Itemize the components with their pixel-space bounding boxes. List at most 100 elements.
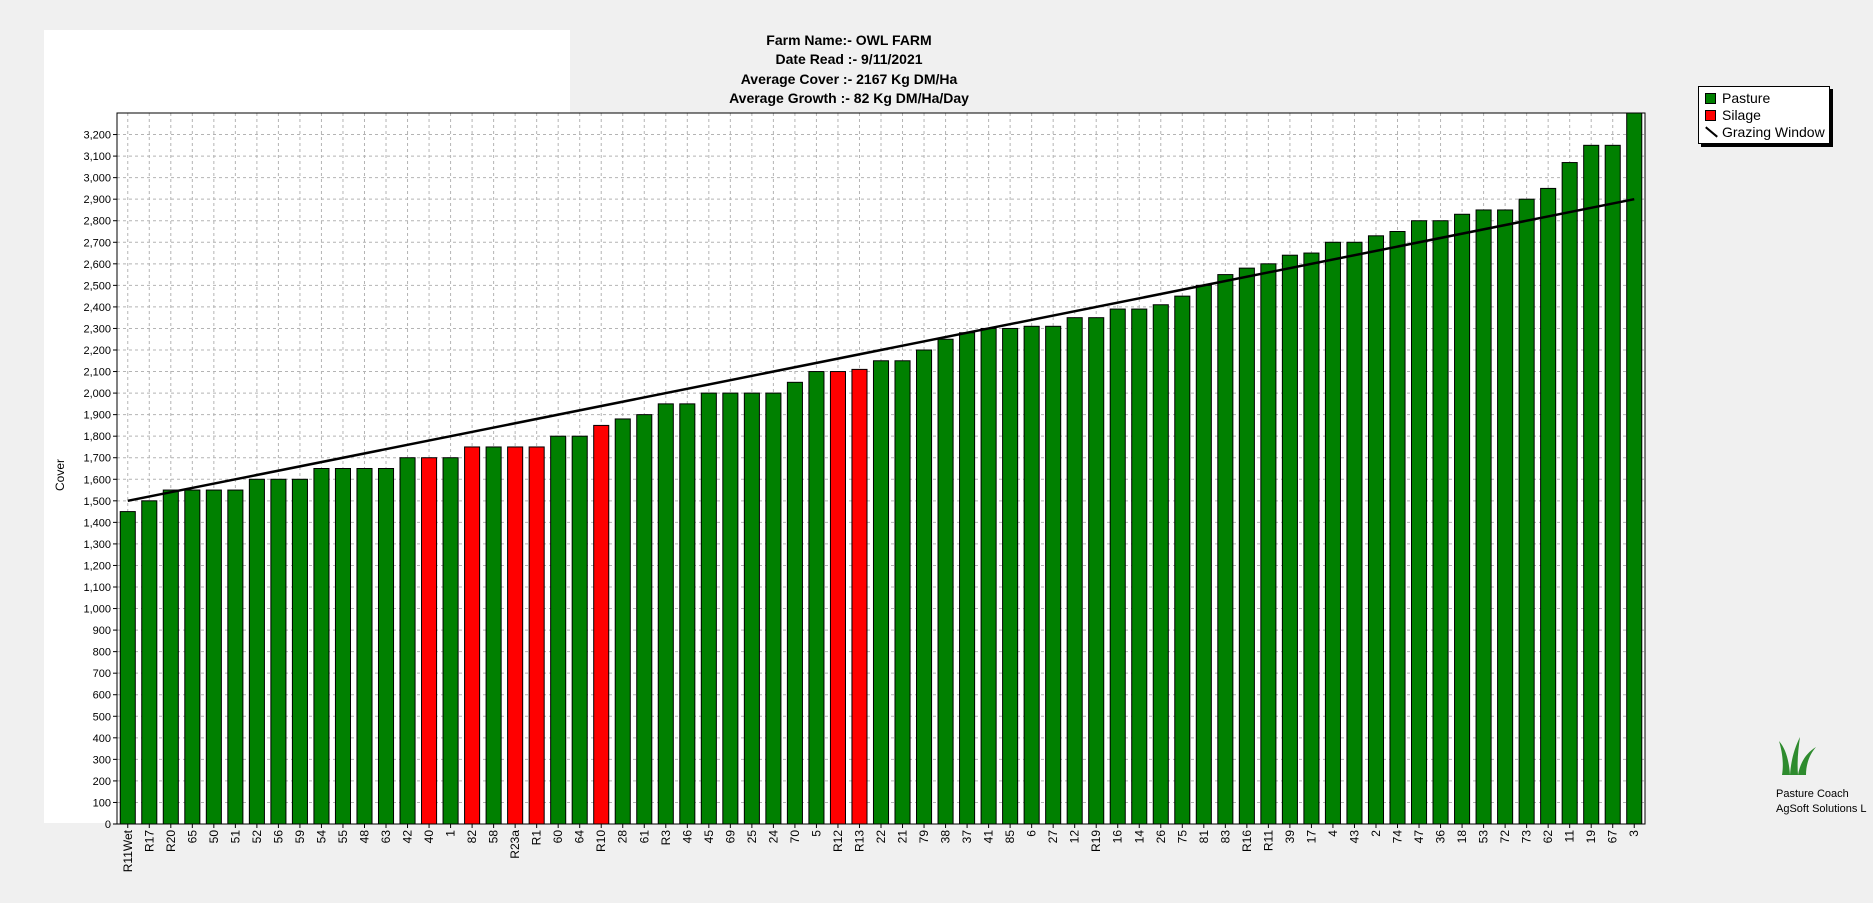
y-tick-label: 500	[93, 711, 111, 723]
x-tick-label: 26	[1154, 830, 1168, 844]
bar-14	[1131, 308, 1148, 825]
y-tick-label: 1,900	[83, 410, 111, 422]
bar-59	[291, 478, 308, 825]
legend-swatch-pasture	[1705, 92, 1716, 104]
x-tick-label: 64	[573, 830, 587, 844]
bar-81	[1195, 284, 1212, 825]
x-tick-label: 51	[228, 830, 242, 844]
bar-79	[916, 349, 933, 825]
y-tick-label: 1,400	[83, 517, 111, 529]
bar-43	[1346, 241, 1363, 825]
y-axis-ticks: 0 100 200 300 400 500 600 700 800 900 1,000 1,100 1,…	[83, 130, 117, 831]
x-tick-label: R20	[164, 830, 178, 852]
x-tick-label: 40	[422, 830, 436, 844]
grass-logo-icon	[1779, 737, 1816, 775]
bar-R19	[1088, 317, 1105, 825]
y-tick-label: 2,000	[83, 388, 111, 400]
bar-19	[1583, 144, 1600, 825]
x-tick-label: 81	[1197, 830, 1211, 844]
bar-2	[1367, 235, 1385, 825]
legend-line-icon	[1705, 126, 1717, 138]
y-tick-label: 800	[93, 647, 111, 659]
chart-title-farm: Farm Name:- OWL FARM	[766, 32, 931, 48]
bars	[119, 112, 1643, 825]
y-tick-label: 1,100	[83, 582, 111, 594]
x-tick-label: 56	[271, 830, 285, 844]
bar-74	[1389, 231, 1406, 825]
bar-18	[1454, 213, 1471, 825]
x-tick-label: R13	[852, 830, 866, 852]
x-tick-label: 62	[1541, 830, 1555, 844]
brand-block: Pasture Coach AgSoft Solutions L	[1776, 733, 1873, 816]
bar-42	[399, 457, 416, 825]
x-tick-label: 19	[1584, 830, 1598, 844]
y-tick-label: 700	[93, 668, 111, 680]
bar-11	[1561, 162, 1578, 825]
y-tick-label: 2,100	[83, 367, 111, 379]
legend-swatch-silage	[1705, 109, 1716, 121]
bar-R11	[1260, 263, 1277, 825]
x-tick-label: 45	[702, 830, 716, 844]
bar-36	[1432, 220, 1449, 825]
x-tick-label: 79	[917, 830, 931, 844]
x-tick-label: 42	[401, 830, 415, 844]
x-tick-label: R23a	[508, 830, 522, 859]
x-tick-label: 4	[1326, 830, 1340, 837]
legend-item-silage: Silage	[1705, 107, 1761, 123]
x-tick-label: 18	[1455, 830, 1469, 844]
x-tick-label: 14	[1132, 830, 1146, 844]
bar-28	[614, 418, 631, 825]
bar-22	[872, 360, 890, 825]
x-tick-label: 65	[185, 830, 199, 844]
x-tick-label: 52	[250, 830, 264, 844]
y-tick-label: 3,000	[83, 173, 111, 185]
y-tick-label: 400	[93, 733, 111, 745]
bar-45	[700, 392, 717, 825]
bar-47	[1410, 220, 1428, 825]
x-tick-label: 54	[314, 830, 328, 844]
bar-R13	[851, 368, 868, 825]
x-tick-label: R11	[1261, 830, 1275, 851]
x-tick-label: 24	[766, 830, 780, 844]
legend-label-grazing-window: Grazing Window	[1722, 124, 1825, 140]
y-tick-label: 2,800	[83, 216, 111, 228]
y-axis-label: Cover	[53, 459, 67, 491]
y-tick-label: 3,100	[83, 151, 111, 163]
bar-50	[205, 489, 222, 825]
bar-17	[1303, 252, 1320, 825]
chart-legend: Pasture Silage Grazing Window	[1698, 86, 1830, 144]
bar-58	[485, 446, 502, 825]
grazing-window-line	[127, 197, 1635, 503]
y-tick-label: 2,500	[83, 280, 111, 292]
bar-6	[1023, 325, 1040, 825]
bar-24	[765, 392, 782, 825]
x-tick-label: 50	[207, 830, 221, 844]
bar-82	[464, 446, 481, 825]
x-tick-label: R16	[1240, 830, 1254, 852]
x-tick-label: 53	[1477, 830, 1491, 844]
y-tick-label: 1,200	[83, 560, 111, 572]
x-tick-label: 12	[1068, 830, 1082, 844]
x-tick-label: R11Wet	[121, 829, 135, 872]
bar-4	[1324, 241, 1341, 825]
bar-R16	[1238, 267, 1255, 825]
bar-85	[1002, 327, 1019, 825]
x-tick-label: 73	[1520, 830, 1534, 844]
x-tick-label: R3	[659, 830, 673, 846]
x-tick-label: 43	[1347, 830, 1361, 844]
x-tick-label: 47	[1412, 830, 1426, 844]
bar-16	[1109, 308, 1126, 825]
x-tick-label: 16	[1111, 830, 1125, 844]
bar-69	[722, 392, 739, 825]
bar-60	[550, 435, 567, 825]
x-tick-label: R19	[1089, 830, 1103, 852]
x-tick-label: 39	[1283, 830, 1297, 844]
bar-38	[937, 338, 954, 825]
bar-R12	[829, 371, 846, 825]
x-tick-label: R1	[530, 830, 544, 846]
bar-75	[1174, 295, 1191, 825]
chart-title-cover: Average Cover :- 2167 Kg DM/Ha	[741, 71, 958, 87]
bar-1	[442, 457, 459, 825]
x-tick-label: 61	[637, 830, 651, 844]
